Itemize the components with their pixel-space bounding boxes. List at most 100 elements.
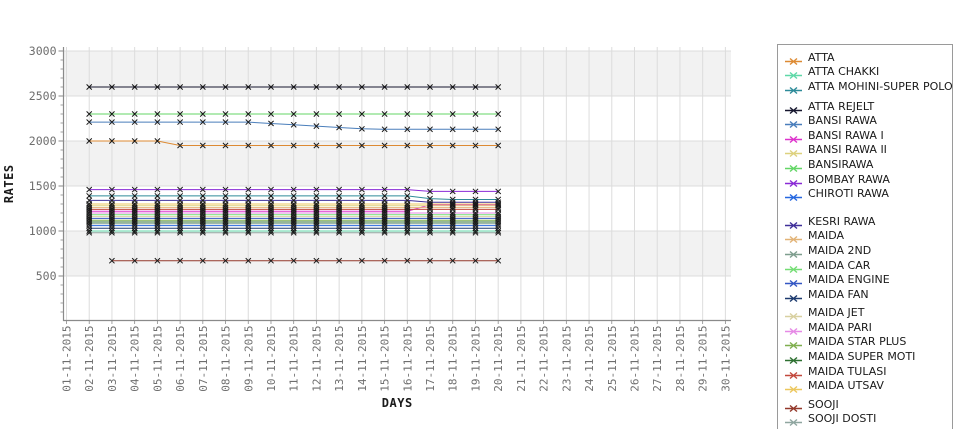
legend-item-label: MAIDA 2ND [808, 243, 872, 257]
series-x-markers [86, 192, 502, 203]
legend-item-maida-utsav: MAIDA UTSAV [778, 378, 952, 394]
x-tick-label: 21-11-2015 [515, 326, 528, 392]
legend-item-label: SOOJI [808, 397, 839, 411]
series-x-markers [86, 220, 502, 227]
x-tick-label: 14-11-2015 [356, 326, 369, 392]
series-x-markers [86, 204, 502, 211]
legend-item-bansi-rawa-i: BANSI RAWA I [778, 128, 952, 143]
legend-item-maida-2nd: MAIDA 2ND [778, 243, 952, 258]
line-x-marker-icon [785, 230, 802, 244]
legend-item-bombay-rawa: BOMBAY RAWA [778, 172, 952, 187]
series-x-markers [86, 201, 502, 215]
legend-item-label: CHIROTI RAWA [808, 187, 889, 201]
series-x-markers [86, 186, 502, 195]
line-x-marker-icon [785, 101, 802, 114]
legend-item-label: BOMBAY RAWA [808, 172, 890, 186]
legend-item-kesri-rawa: KESRI RAWA [778, 214, 952, 229]
x-tick-label: 16-11-2015 [401, 326, 414, 392]
legend-item-maida: MAIDA [778, 229, 952, 244]
legend-item-label: MAIDA [808, 229, 845, 243]
series-x-markers [86, 119, 502, 133]
legend-item-label: BANSI RAWA I [808, 128, 884, 142]
legend-item-label: MAIDA PARI [808, 320, 872, 334]
legend-item-label: MAIDA JET [808, 306, 865, 320]
line-x-marker-icon [785, 174, 802, 187]
legend-item-sooji-dosti: SOOJI DOSTI [778, 412, 952, 427]
x-tick-label: 10-11-2015 [265, 326, 278, 392]
y-tick-label: 1000 [29, 224, 57, 238]
x-tick-label: 27-11-2015 [651, 326, 664, 392]
x-tick-label: 24-11-2015 [583, 326, 596, 392]
legend-item-label: ATTA [808, 50, 835, 64]
legend-item-maida-super-moti: MAIDA SUPER MOTI [778, 349, 952, 365]
legend-item-label: ATTA REJELT [808, 99, 875, 113]
line-x-marker-icon [785, 260, 802, 273]
line-x-marker-icon [785, 66, 802, 80]
legend-item-maida-jet: MAIDA JET [778, 306, 952, 321]
legend-item-chiroti-rawa: CHIROTI RAWA [778, 186, 952, 202]
legend-item-label: BANSI RAWA II [808, 143, 887, 157]
series-x-markers [86, 217, 502, 224]
legend: ATTA ATTA CHAKKI ATTA MOHINI-SUPER POLO ATT… [777, 44, 953, 429]
line-x-marker-icon [785, 274, 802, 288]
line-x-marker-icon [785, 52, 802, 65]
x-tick-label: 26-11-2015 [629, 326, 642, 392]
x-tick-label: 03-11-2015 [106, 326, 119, 392]
series-x-markers [86, 215, 502, 222]
y-tick-label: 500 [36, 269, 57, 283]
line-x-marker-icon [785, 144, 802, 158]
legend-item-maida-pari: MAIDA PARI [778, 320, 952, 335]
legend-item-label: MAIDA UTSAV [808, 379, 884, 393]
series-x-markers [86, 225, 502, 232]
legend-item-label: BANSIRAWA [808, 157, 874, 171]
series-x-markers [86, 206, 502, 213]
legend-item-label: MAIDA FAN [808, 287, 869, 301]
legend-item-label: ATTA CHAKKI [808, 65, 880, 79]
line-x-marker-icon [785, 322, 802, 335]
chart-svg: 500 1000 1500 2000 2500 3000 01-11-2015 02-11-2… [2, 44, 732, 410]
series-x-markers [86, 213, 502, 220]
line-x-marker-icon [785, 351, 802, 365]
legend-item-label: MAIDA ENGINE [808, 273, 890, 287]
line-x-marker-icon [785, 159, 802, 172]
series-x-markers [86, 228, 502, 234]
x-tick-label: 22-11-2015 [538, 326, 551, 392]
x-tick-label: 07-11-2015 [197, 326, 210, 392]
legend-item-label: SOOJI DOSTI [808, 412, 877, 426]
legend-item-atta: ATTA [778, 50, 952, 65]
line-x-marker-icon [785, 245, 802, 258]
legend-item-label: BANSI RAWA [808, 114, 877, 128]
line-x-marker-icon [785, 188, 802, 202]
legend-item-atta-chakki: ATTA CHAKKI [778, 65, 952, 80]
series-x-markers [86, 201, 502, 207]
line-x-marker-icon [785, 380, 802, 394]
legend-item-label: MAIDA STAR PLUS [808, 335, 907, 349]
x-tick-label: 01-11-2015 [61, 326, 74, 392]
legend-item-maida-engine: MAIDA ENGINE [778, 272, 952, 288]
line-x-marker-icon [785, 413, 802, 427]
x-tick-label: 20-11-2015 [492, 326, 505, 392]
y-axis-title: RATES [2, 164, 16, 203]
legend-item-maida-fan: MAIDA FAN [778, 287, 952, 302]
x-tick-label: 06-11-2015 [174, 326, 187, 392]
x-tick-label: 12-11-2015 [310, 326, 323, 392]
x-tick-label: 18-11-2015 [447, 326, 460, 392]
line-x-marker-icon [785, 336, 802, 350]
x-tick-label: 23-11-2015 [560, 326, 573, 392]
x-tick-label: 28-11-2015 [674, 326, 687, 392]
series-x-markers [86, 138, 502, 149]
series-x-markers [86, 211, 502, 218]
series-x-markers [86, 84, 502, 90]
gray-band [63, 231, 731, 276]
line-x-marker-icon [785, 366, 802, 379]
legend-item-bansirawa: BANSIRAWA [778, 157, 952, 172]
legend-item-bansi-rawa: BANSI RAWA [778, 113, 952, 129]
x-tick-label: 05-11-2015 [151, 326, 164, 392]
line-x-marker-icon [785, 130, 802, 143]
y-tick-label: 1500 [29, 179, 57, 193]
x-tick-label: 29-11-2015 [697, 326, 710, 392]
legend-item-maida-tulasi: MAIDA TULASI [778, 364, 952, 379]
line-x-marker-icon [785, 81, 802, 95]
legend-item-sooji: SOOJI [778, 397, 952, 412]
line-x-marker-icon [785, 216, 802, 229]
